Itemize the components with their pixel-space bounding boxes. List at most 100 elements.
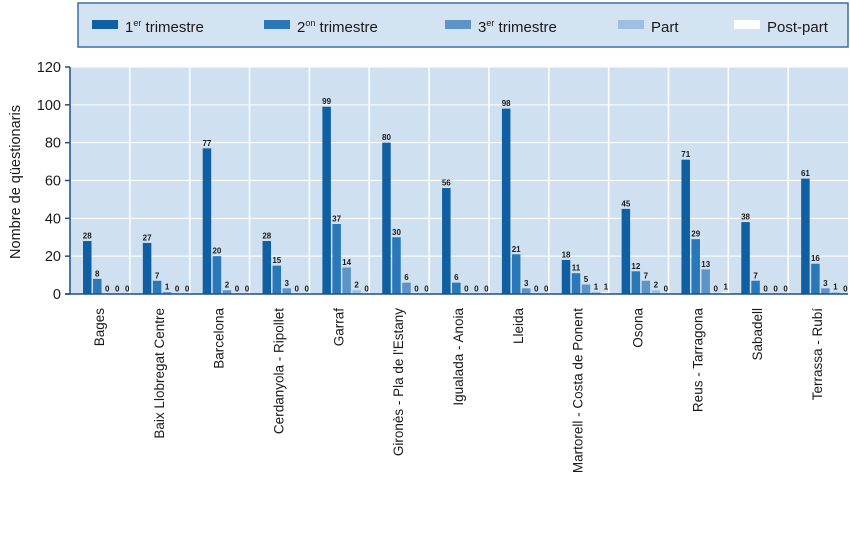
data-label: 0 xyxy=(105,285,110,294)
bar xyxy=(282,288,292,294)
legend-swatch xyxy=(264,20,290,29)
legend-label-rest: trimestre xyxy=(494,19,557,36)
data-label: 3 xyxy=(285,279,290,288)
data-label: 0 xyxy=(305,285,310,294)
data-label: 98 xyxy=(502,99,511,108)
data-label: 0 xyxy=(544,285,549,294)
legend-label-main: Part xyxy=(651,19,679,36)
bar xyxy=(681,159,690,294)
legend-label-superscript: on xyxy=(305,18,315,28)
legend: 1er trimestre 2on trimestre 3er trimestre P… xyxy=(77,2,849,48)
data-label: 0 xyxy=(773,285,778,294)
bar xyxy=(821,288,830,294)
bar xyxy=(212,256,222,294)
legend-label: 2on trimestre xyxy=(297,18,378,36)
data-label: 0 xyxy=(185,285,190,294)
data-label: 2 xyxy=(225,281,230,290)
data-label: 0 xyxy=(295,285,300,294)
data-label: 16 xyxy=(811,254,820,263)
bar xyxy=(521,288,531,294)
data-label: 0 xyxy=(713,285,718,294)
data-label: 8 xyxy=(95,269,100,278)
data-label: 0 xyxy=(664,285,669,294)
bar xyxy=(571,273,581,294)
data-label: 0 xyxy=(414,285,419,294)
data-label: 3 xyxy=(823,279,828,288)
data-label: 0 xyxy=(474,285,479,294)
data-label: 38 xyxy=(741,213,750,222)
bar xyxy=(741,222,750,294)
bar xyxy=(93,278,102,294)
bar xyxy=(831,292,840,294)
data-label: 80 xyxy=(382,133,391,142)
legend-label-main: 1 xyxy=(125,19,133,36)
legend-label-superscript: er xyxy=(486,18,494,28)
data-label: 1 xyxy=(165,283,170,292)
data-label: 6 xyxy=(454,273,459,282)
data-label: 6 xyxy=(404,273,409,282)
bar xyxy=(591,292,601,294)
data-label: 0 xyxy=(843,285,848,294)
data-label: 1 xyxy=(604,283,609,292)
data-label: 99 xyxy=(322,97,331,106)
data-label: 27 xyxy=(143,233,152,242)
legend-swatch xyxy=(618,20,644,29)
bar xyxy=(691,239,700,294)
y-tick-label: 120 xyxy=(37,60,61,76)
bar xyxy=(621,208,631,294)
legend-label-rest: trimestre xyxy=(141,19,204,36)
data-label: 45 xyxy=(621,199,630,208)
x-tick-label: Cerdanyola - Ripollet xyxy=(271,308,286,434)
bar xyxy=(452,282,461,294)
legend-label-main: Post-part xyxy=(767,19,829,36)
data-label: 2 xyxy=(354,281,359,290)
bar xyxy=(222,290,232,294)
bar xyxy=(152,280,162,294)
x-tick-label: Osona xyxy=(631,308,646,348)
bar xyxy=(651,290,661,294)
data-label: 13 xyxy=(701,260,710,269)
data-label: 18 xyxy=(562,250,571,259)
x-tick-label: Lleida xyxy=(511,308,526,345)
y-tick-label: 100 xyxy=(37,98,61,114)
data-label: 30 xyxy=(392,228,401,237)
data-label: 37 xyxy=(332,215,341,224)
data-label: 56 xyxy=(442,179,451,188)
bar xyxy=(601,292,611,294)
data-label: 14 xyxy=(342,258,351,267)
legend-label-superscript: er xyxy=(133,18,141,28)
data-label: 1 xyxy=(833,283,838,292)
legend-label: 3er trimestre xyxy=(478,18,557,36)
data-label: 0 xyxy=(783,285,788,294)
bar xyxy=(322,106,331,294)
data-label: 5 xyxy=(584,275,589,284)
legend-label-main: 2 xyxy=(297,19,305,36)
data-label: 7 xyxy=(155,271,160,280)
data-label: 1 xyxy=(594,283,599,292)
legend-label: Part xyxy=(651,19,679,36)
y-axis-label: Nombre de qüestionaris xyxy=(8,105,24,259)
data-label: 71 xyxy=(681,150,690,159)
bar xyxy=(83,241,92,294)
x-tick-label: Igualada - Anoia xyxy=(451,308,466,406)
bar xyxy=(751,280,760,294)
bar xyxy=(501,108,511,294)
bar xyxy=(581,284,591,294)
data-label: 0 xyxy=(125,285,130,294)
data-label: 0 xyxy=(534,285,539,294)
bar xyxy=(641,280,651,294)
data-label: 29 xyxy=(691,230,700,239)
data-label: 0 xyxy=(484,285,489,294)
bar xyxy=(701,269,710,294)
bar xyxy=(272,265,282,294)
legend-label-main: 3 xyxy=(478,19,486,36)
bar xyxy=(402,282,411,294)
data-label: 0 xyxy=(245,285,250,294)
y-tick-label: 0 xyxy=(53,287,61,303)
bar xyxy=(142,242,152,294)
data-label: 61 xyxy=(801,169,810,178)
y-tick-label: 40 xyxy=(45,211,61,227)
data-label: 28 xyxy=(262,232,271,241)
data-label: 1 xyxy=(723,283,728,292)
